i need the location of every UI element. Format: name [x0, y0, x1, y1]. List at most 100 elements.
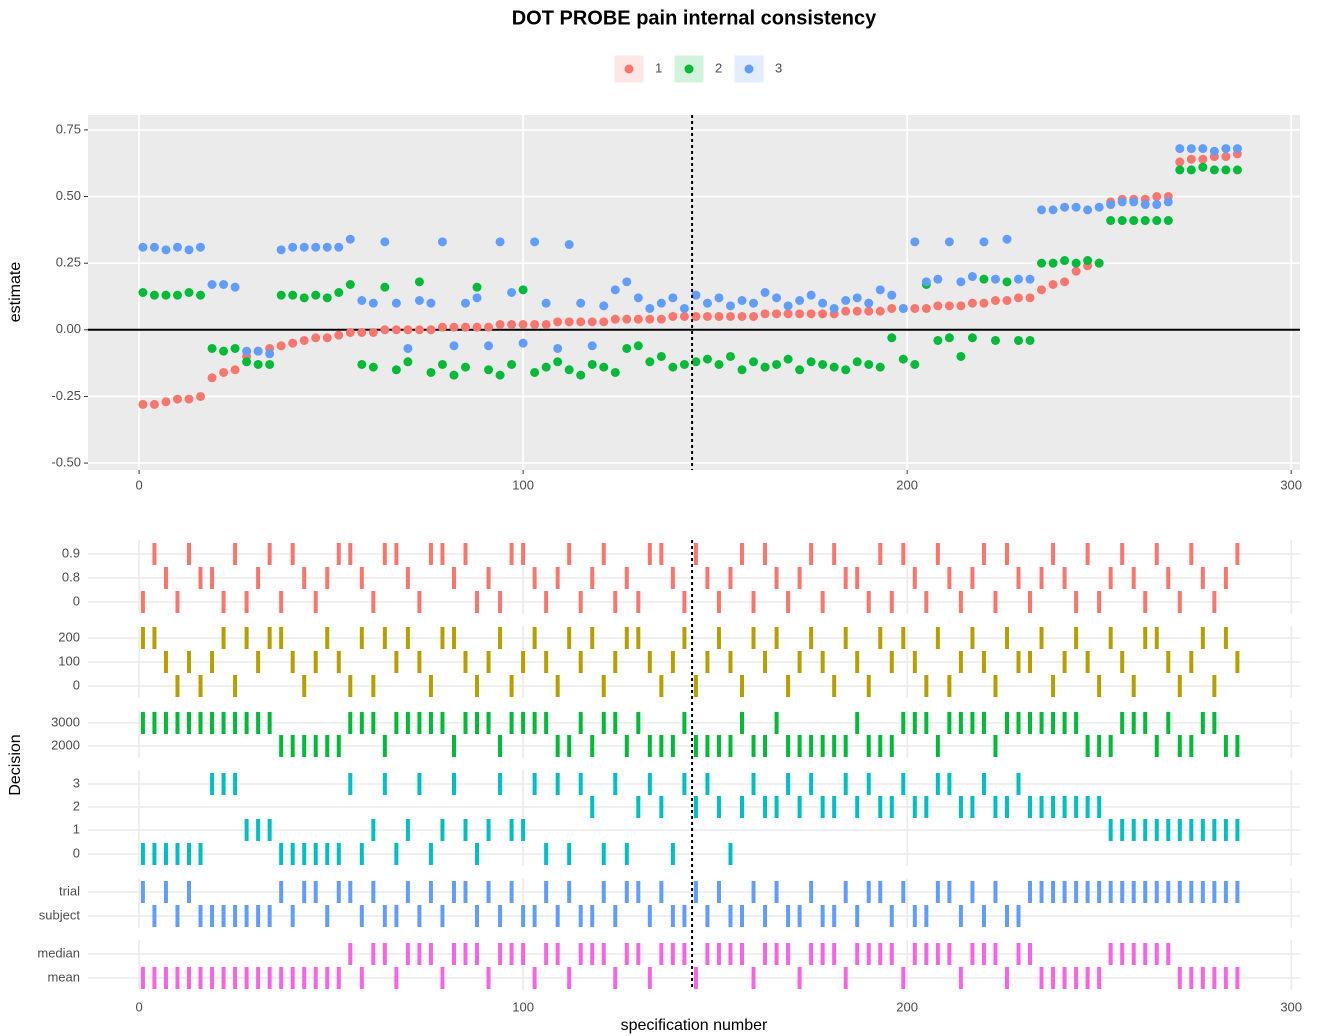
- decision-tick: [451, 627, 456, 649]
- point: [1198, 154, 1208, 164]
- decision-tick: [302, 967, 307, 989]
- point: [829, 362, 839, 372]
- decision-tick: [1143, 627, 1148, 649]
- point: [622, 343, 632, 353]
- decision-tick: [1166, 943, 1171, 965]
- decision-tick: [1131, 675, 1136, 697]
- decision-tick: [889, 591, 894, 613]
- decision-tick: [555, 905, 560, 927]
- decision-tick: [1143, 712, 1148, 734]
- point: [956, 277, 966, 287]
- decision-tick: [843, 773, 848, 795]
- point: [1014, 274, 1024, 284]
- decision-tick: [1062, 712, 1067, 734]
- decision-tick: [1074, 627, 1079, 649]
- decision-tick: [636, 627, 641, 649]
- point: [772, 293, 782, 303]
- decision-tick: [475, 712, 480, 734]
- point: [979, 274, 989, 284]
- point: [184, 288, 194, 297]
- decision-tick: [901, 773, 906, 795]
- decision-tick: [1223, 627, 1228, 649]
- point: [714, 293, 724, 303]
- point: [864, 306, 874, 316]
- decision-tick: [187, 651, 191, 673]
- decision-tick: [659, 543, 664, 565]
- point: [161, 397, 171, 407]
- point: [1152, 200, 1162, 210]
- decision-tick: [820, 651, 825, 673]
- decision-tick: [970, 881, 975, 903]
- decision-tick: [1097, 796, 1102, 818]
- decision-tick: [475, 675, 480, 697]
- decision-tick: [647, 967, 652, 989]
- decision-tick: [279, 967, 284, 989]
- decision-tick: [601, 712, 606, 734]
- decision-tick: [866, 735, 871, 757]
- point: [276, 290, 286, 300]
- point: [414, 295, 424, 305]
- point: [645, 303, 655, 313]
- point: [276, 341, 286, 351]
- point: [864, 298, 874, 308]
- decision-tick: [1235, 819, 1240, 841]
- point: [587, 341, 597, 351]
- point: [1232, 144, 1242, 154]
- point: [149, 399, 159, 409]
- decision-tick: [244, 967, 249, 989]
- decision-tick: [486, 819, 491, 841]
- decision-tick: [843, 881, 848, 903]
- decision-tick: [336, 543, 341, 565]
- decision-tick: [382, 627, 387, 649]
- decision-tick: [670, 943, 675, 965]
- point: [196, 290, 206, 300]
- decision-tick: [233, 905, 238, 927]
- decision-tick: [1166, 819, 1171, 841]
- point: [1175, 144, 1185, 154]
- decision-tick: [809, 881, 814, 903]
- decision-tick: [763, 735, 768, 757]
- decision-tick: [1200, 967, 1205, 989]
- decision-tick: [463, 712, 468, 734]
- decision-tick: [878, 627, 883, 649]
- decision-tick: [451, 567, 456, 589]
- decision-tick: [728, 651, 733, 673]
- decision-tick: [140, 843, 145, 865]
- decision-tick: [440, 543, 445, 565]
- decision-tick: [878, 735, 883, 757]
- decision-tick: [659, 735, 664, 757]
- decision-tick: [878, 881, 883, 903]
- decision-tick: [244, 905, 249, 927]
- decision-tick: [613, 712, 618, 734]
- decision-tick: [544, 712, 549, 734]
- decision-tick: [152, 712, 157, 734]
- decision-tick: [1097, 675, 1102, 697]
- decision-tick: [417, 905, 422, 927]
- decision-tick: [394, 967, 399, 989]
- decision-tick: [809, 943, 814, 965]
- level-label: 0: [73, 677, 80, 692]
- point: [242, 346, 252, 356]
- decision-tick: [1039, 967, 1044, 989]
- decision-tick: [993, 735, 998, 757]
- decision-tick: [290, 967, 295, 989]
- decision-tick: [1189, 543, 1194, 565]
- decision-tick: [970, 943, 975, 965]
- decision-tick: [1028, 796, 1033, 818]
- decision-tick: [140, 712, 145, 734]
- point: [495, 319, 505, 329]
- decision-tick: [1062, 967, 1067, 989]
- decision-tick: [578, 591, 583, 613]
- decision-tick: [336, 651, 341, 673]
- y-axis-title: Decision: [7, 734, 24, 795]
- decision-tick: [256, 967, 261, 989]
- point: [253, 359, 263, 369]
- decision-tick: [359, 843, 364, 865]
- decision-tick: [267, 543, 272, 565]
- point: [334, 242, 344, 252]
- decision-tick: [463, 543, 468, 565]
- decision-tick: [1039, 881, 1044, 903]
- decision-tick: [740, 905, 745, 927]
- decision-tick: [463, 881, 468, 903]
- decision-tick: [544, 881, 549, 903]
